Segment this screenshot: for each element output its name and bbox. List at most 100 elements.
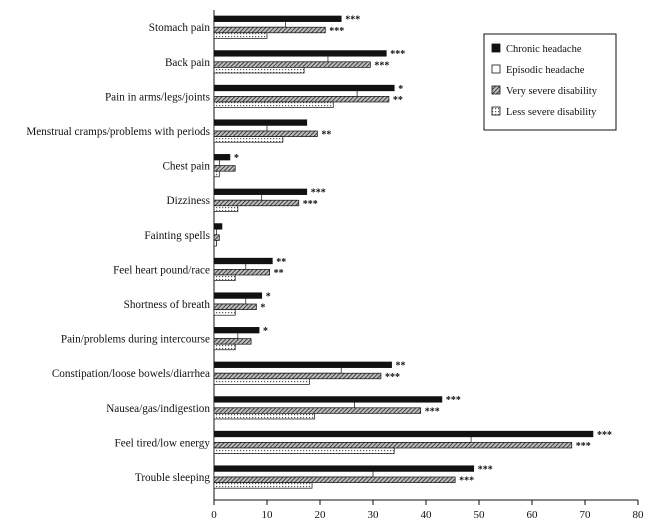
category-label: Pain in arms/legs/joints: [105, 91, 210, 103]
bar-white: [213, 367, 342, 374]
bar-white: [213, 125, 268, 132]
bar-hatch: [213, 372, 382, 380]
significance-marker: **: [393, 95, 403, 106]
significance-marker: **: [274, 268, 284, 279]
significance-marker: ***: [478, 464, 493, 475]
x-tick-label: 30: [368, 509, 380, 520]
category-label: Feel heart pound/race: [113, 264, 210, 276]
bar-dotted: [213, 343, 236, 351]
x-tick-label: 0: [211, 509, 217, 520]
bar-dotted: [213, 447, 395, 454]
significance-marker: *: [266, 291, 271, 302]
legend-swatch: [491, 106, 501, 116]
bar-hatch: [213, 269, 271, 276]
bar-white: [213, 55, 329, 63]
bar-dotted: [213, 32, 268, 39]
bar-white: [213, 471, 374, 478]
significance-marker: ***: [390, 49, 405, 60]
bar-hatch: [213, 130, 318, 137]
bar-hatch: [213, 442, 573, 449]
significance-marker: **: [321, 130, 331, 141]
x-tick-label: 40: [421, 509, 433, 520]
legend-box: [483, 33, 617, 131]
x-tick-label: 70: [580, 509, 592, 520]
bar-dotted: [213, 274, 236, 281]
legend: Chronic headache Episodic headache Very se…: [483, 33, 617, 131]
bar-hatch: [213, 96, 390, 103]
category-label: Stomach pain: [149, 22, 211, 34]
significance-marker: ***: [329, 26, 344, 37]
bar-solid: [213, 361, 392, 368]
significance-marker: *: [398, 84, 403, 95]
bar-white: [213, 298, 247, 305]
bar-hatch: [213, 165, 236, 172]
category-label: Trouble sleeping: [135, 472, 211, 484]
bar-white: [213, 332, 239, 339]
category-label: Chest pain: [162, 161, 210, 173]
bar-solid: [213, 327, 260, 334]
bar-white: [213, 228, 218, 236]
bar-dotted: [213, 413, 316, 420]
bar-solid: [213, 292, 263, 299]
bar-white: [213, 90, 358, 97]
significance-marker: *: [263, 326, 268, 337]
category-label: Dizziness: [167, 195, 211, 207]
significance-marker: *: [260, 303, 265, 314]
bar-solid: [213, 119, 308, 126]
bar-dotted: [213, 240, 218, 247]
significance-marker: *: [234, 153, 239, 164]
bar-hatch: [213, 476, 456, 483]
legend-swatch: [491, 85, 501, 95]
bar-hatch: [213, 199, 300, 207]
significance-marker: ***: [385, 372, 400, 383]
bar-white: [213, 194, 263, 201]
legend-swatch: [491, 64, 501, 74]
category-label: Menstrual cramps/problems with periods: [26, 126, 210, 138]
bar-dotted: [213, 482, 313, 489]
x-tick-label: 60: [527, 509, 539, 520]
significance-marker: ***: [446, 395, 461, 406]
bar-white: [213, 159, 220, 166]
bar-solid: [213, 84, 395, 92]
bar-hatch: [213, 303, 257, 310]
bar-white: [213, 401, 355, 409]
bar-white: [213, 21, 286, 28]
significance-marker: ***: [597, 430, 612, 441]
bar-dotted: [213, 378, 310, 385]
bar-solid: [213, 396, 443, 403]
bar-dotted: [213, 67, 305, 74]
bar-hatch: [213, 61, 371, 68]
bar-hatch: [213, 26, 326, 34]
bar-dotted: [213, 309, 236, 316]
significance-marker: ***: [311, 188, 326, 199]
bar-solid: [213, 257, 273, 265]
legend-label: Less severe disability: [506, 107, 597, 118]
bar-dotted: [213, 170, 220, 178]
x-tick-label: 50: [474, 509, 486, 520]
bar-hatch: [213, 407, 422, 414]
bar-white: [213, 436, 472, 443]
bar-dotted: [213, 205, 239, 212]
significance-marker: ***: [345, 15, 360, 26]
x-tick-label: 20: [315, 509, 327, 520]
x-tick-label: 80: [633, 509, 645, 520]
category-label: Feel tired/low energy: [115, 437, 211, 449]
significance-marker: **: [276, 257, 286, 268]
bar-hatch: [213, 338, 252, 345]
bar-solid: [213, 50, 387, 57]
category-label: Constipation/loose bowels/diarrhea: [52, 368, 210, 380]
bar-white: [213, 263, 247, 270]
significance-marker: **: [396, 361, 406, 372]
category-label: Back pain: [165, 57, 210, 69]
legend-swatch: [491, 43, 501, 53]
bar-solid: [213, 465, 475, 472]
legend-label: Very severe disability: [506, 86, 598, 97]
category-label: Nausea/gas/indigestion: [106, 403, 210, 415]
bar-solid: [213, 223, 223, 230]
bar-solid: [213, 430, 594, 438]
bar-solid: [213, 188, 308, 195]
legend-label: Episodic headache: [506, 65, 585, 76]
bar-solid: [213, 154, 231, 161]
